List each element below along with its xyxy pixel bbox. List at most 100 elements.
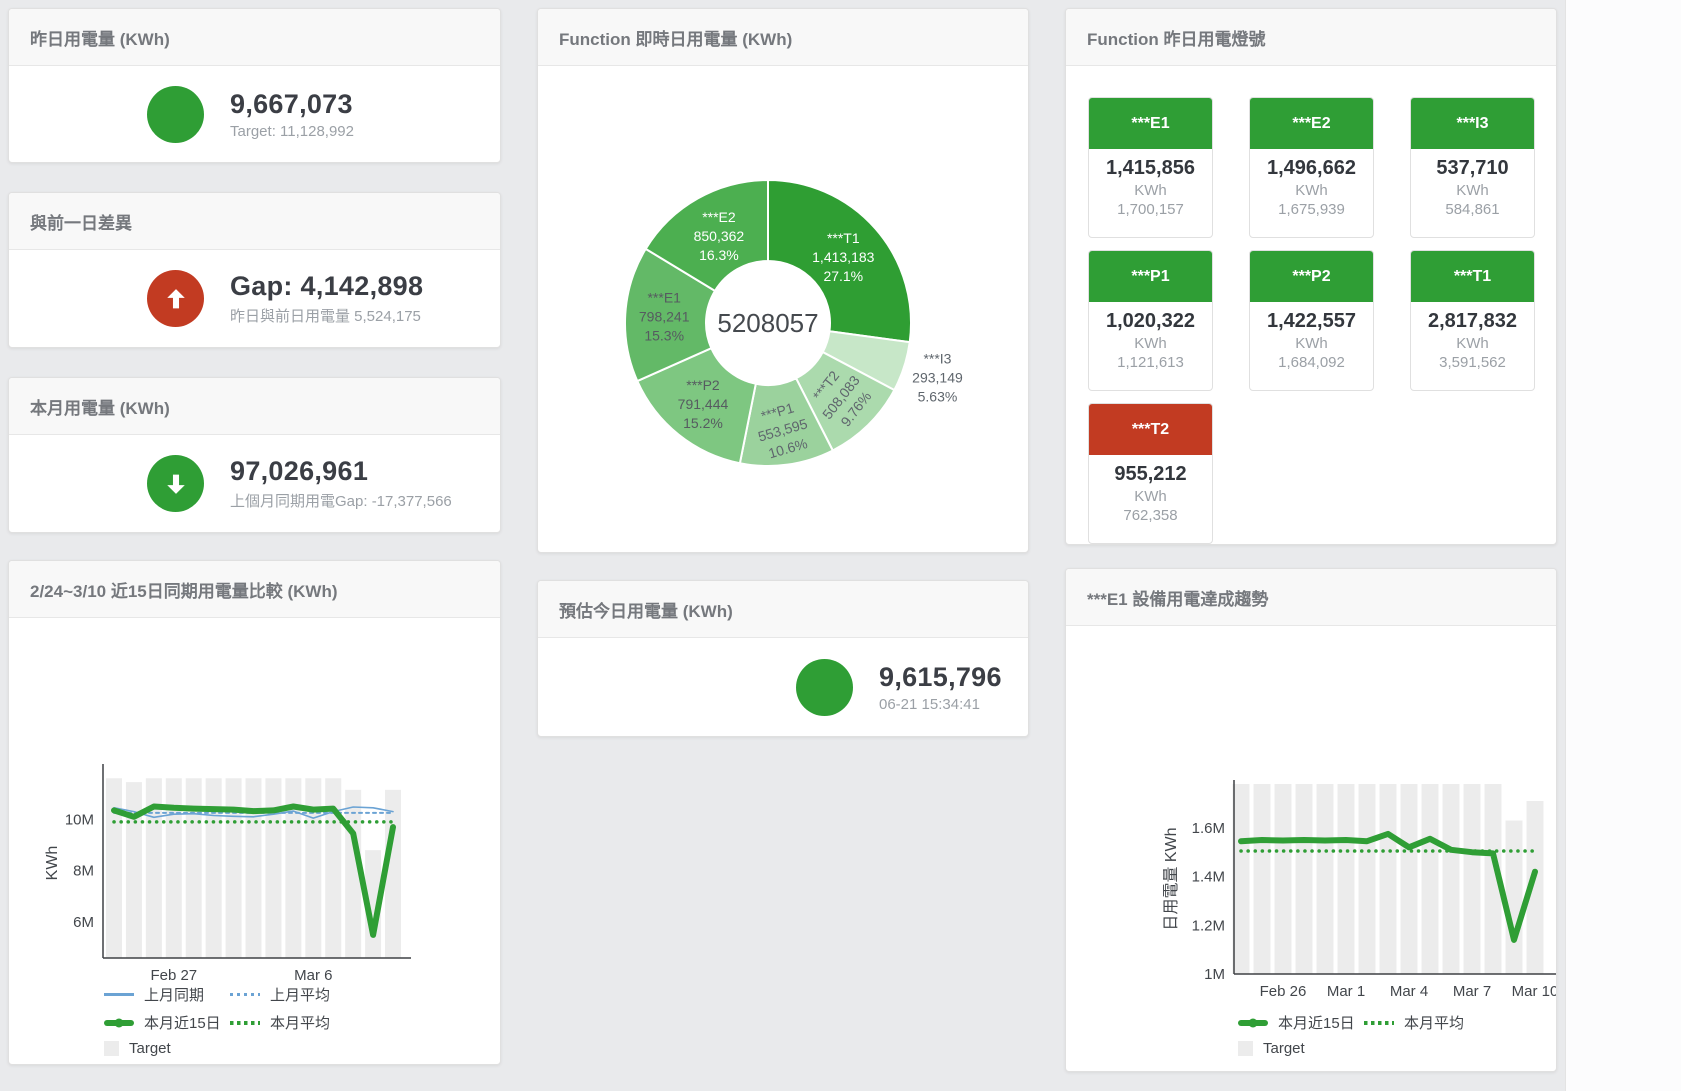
tile-target: 3,591,562 (1439, 354, 1506, 371)
tile-header-green: ***P2 (1250, 251, 1373, 302)
tile-target: 1,684,092 (1278, 354, 1345, 371)
target-bar (125, 782, 142, 958)
card-title: ***E1 設備用電達成趨勢 (1087, 589, 1269, 609)
tile-target: 1,675,939 (1278, 201, 1345, 218)
target-bar (305, 778, 322, 958)
tile-target: 1,121,613 (1117, 354, 1184, 371)
card-title: Function 即時日用電量 (KWh) (559, 29, 793, 49)
legend-swatch-green-thick (104, 1018, 134, 1027)
tile-body: 2,817,832 KWh 3,591,562 (1411, 302, 1534, 371)
tile-body: 537,710 KWh 584,861 (1411, 149, 1534, 218)
y-tick-label: 8M (73, 863, 94, 880)
tile-target: 762,358 (1123, 507, 1178, 524)
x-tick-label: Mar 4 (1390, 983, 1428, 1000)
y-tick-label: 6M (73, 914, 94, 931)
light-tile-T2[interactable]: ***T2 955,212 KWh 762,358 (1088, 403, 1213, 544)
x-tick-label: Mar 1 (1327, 983, 1365, 1000)
legend-item-本月平均[interactable]: 本月平均 (230, 1012, 356, 1033)
e1-trend-line-chart: 1M 1.2M 1.4M 1.6M Feb 26 Mar 1 Mar 4 Mar 7 Mar 1… (1163, 780, 1557, 1000)
card-yesterday-usage: 昨日用電量 (KWh) 9,667,073 Target: 11,128,992 (8, 8, 501, 163)
target-bar (1316, 784, 1334, 974)
slice-label-T1: ***T1 1,413,183 27.1% (812, 230, 874, 284)
target-bar (185, 778, 202, 958)
target-bar (265, 778, 282, 958)
legend-label: 本月平均 (270, 1015, 331, 1032)
right-gutter (1565, 0, 1681, 1091)
card-title: 與前一日差異 (30, 213, 132, 233)
month-usage-value: 97,026,961 (230, 456, 369, 486)
green-status-circle-icon (796, 658, 853, 716)
legend-item-本月近15日[interactable]: 本月近15日 (104, 1012, 230, 1033)
series-line-上月同期 (113, 806, 394, 819)
tile-value: 1,020,322 (1106, 310, 1195, 332)
estimate-timestamp: 06-21 15:34:41 (879, 695, 980, 713)
legend-label: 本月平均 (1404, 1015, 1465, 1032)
y-axis-title: KWh (44, 846, 61, 881)
light-tile-E1[interactable]: ***E1 1,415,856 KWh 1,700,157 (1088, 97, 1213, 238)
legend-item-上月同期[interactable]: 上月同期 (104, 984, 230, 1005)
legend-row: 本月近15日 本月平均 (1238, 1012, 1490, 1033)
estimate-today-value: 9,615,796 (879, 661, 1002, 692)
slice-label-E1: ***E1 798,241 15.3% (639, 289, 690, 343)
light-tile-T1[interactable]: ***T1 2,817,832 KWh 3,591,562 (1410, 250, 1535, 391)
y-tick-label: 1.6M (1192, 820, 1225, 837)
tile-header-red: ***T2 (1089, 404, 1212, 455)
light-tile-P1[interactable]: ***P1 1,020,322 KWh 1,121,613 (1088, 250, 1213, 391)
legend-item-Target[interactable]: Target (1238, 1040, 1364, 1057)
light-tile-I3[interactable]: ***I3 537,710 KWh 584,861 (1410, 97, 1535, 238)
x-tick-label: Mar 10 (1512, 983, 1557, 1000)
legend-item-Target[interactable]: Target (104, 1040, 230, 1057)
light-tile-P2[interactable]: ***P2 1,422,557 KWh 1,684,092 (1249, 250, 1374, 391)
stat-block: Gap: 4,142,898 昨日與前日用電量 5,524,175 (9, 250, 500, 347)
card-title: 預估今日用電量 (KWh) (559, 601, 733, 621)
card-header: 預估今日用電量 (KWh) (538, 581, 1028, 638)
target-bar (1253, 784, 1271, 974)
donut-center-total: 5208057 (717, 308, 818, 338)
legend-item-上月平均[interactable]: 上月平均 (230, 984, 356, 1005)
realtime-usage-donut-chart: ***T1 1,413,183 27.1%***I3 293,149 5.63%***T… (624, 178, 963, 467)
stat-text: 9,615,796 06-21 15:34:41 (879, 662, 1002, 713)
y-tick-label: 1M (1204, 966, 1225, 983)
tile-header-green: ***T1 (1411, 251, 1534, 302)
tile-header-green: ***I3 (1411, 98, 1534, 149)
light-tile-E2[interactable]: ***E2 1,496,662 KWh 1,675,939 (1249, 97, 1374, 238)
card-yesterday-lights: Function 昨日用電燈號 ***E1 1,415,856 KWh 1,700,1… (1065, 8, 1557, 545)
compare-line-chart: 6M 8M 10M Feb 27 Mar 6 KWh (44, 764, 411, 984)
target-bar (1379, 784, 1397, 974)
legend-item-本月近15日[interactable]: 本月近15日 (1238, 1012, 1364, 1033)
target-bar (225, 778, 242, 958)
legend-row: Target (104, 1040, 356, 1057)
donut-slice-T1[interactable] (767, 178, 912, 344)
arrow-up-icon (166, 288, 185, 308)
donut-slice-E2[interactable] (644, 178, 769, 293)
target-bar (1505, 820, 1523, 974)
middle-column: Function 即時日用電量 (KWh) ***T1 1,413,183 27.1… (537, 8, 1029, 737)
target-bar (1232, 784, 1250, 974)
y-tick-label: 1.2M (1192, 917, 1225, 934)
card-header: 昨日用電量 (KWh) (9, 9, 500, 66)
green-status-circle-icon (147, 85, 204, 143)
legend-swatch-target (104, 1041, 119, 1056)
target-bar (325, 778, 342, 958)
slice-label-I3: ***I3 293,149 5.63% (912, 350, 963, 404)
legend-swatch-green-dotted (1364, 1020, 1394, 1025)
stat-text: 9,667,073 Target: 11,128,992 (230, 89, 354, 140)
series-line-本月近15日 (111, 803, 396, 938)
series-line-本月近15日 (1238, 830, 1538, 943)
tile-target: 1,700,157 (1117, 201, 1184, 218)
legend-label: 上月平均 (270, 987, 331, 1004)
card-header: 與前一日差異 (9, 193, 500, 250)
y-tick-label: 1.4M (1192, 869, 1225, 886)
tile-body: 1,422,557 KWh 1,684,092 (1250, 302, 1373, 371)
legend-row: 上月同期 上月平均 (104, 984, 356, 1005)
card-header: Function 昨日用電燈號 (1066, 9, 1556, 66)
legend-item-本月平均[interactable]: 本月平均 (1364, 1012, 1490, 1033)
card-compare-chart: 2/24~3/10 近15日同期用電量比較 (KWh) 6M 8M 10M Feb 2… (8, 560, 501, 1065)
target-bar (1463, 784, 1481, 974)
card-day-gap: 與前一日差異 Gap: 4,142,898 昨日與前日用電量 5,524,175 (8, 192, 501, 348)
legend-swatch-target (1238, 1041, 1253, 1056)
legend-swatch-blue-solid (104, 993, 134, 996)
tile-body: 1,415,856 KWh 1,700,157 (1089, 149, 1212, 218)
tile-unit: KWh (1295, 182, 1328, 199)
card-header: 本月用電量 (KWh) (9, 378, 500, 435)
